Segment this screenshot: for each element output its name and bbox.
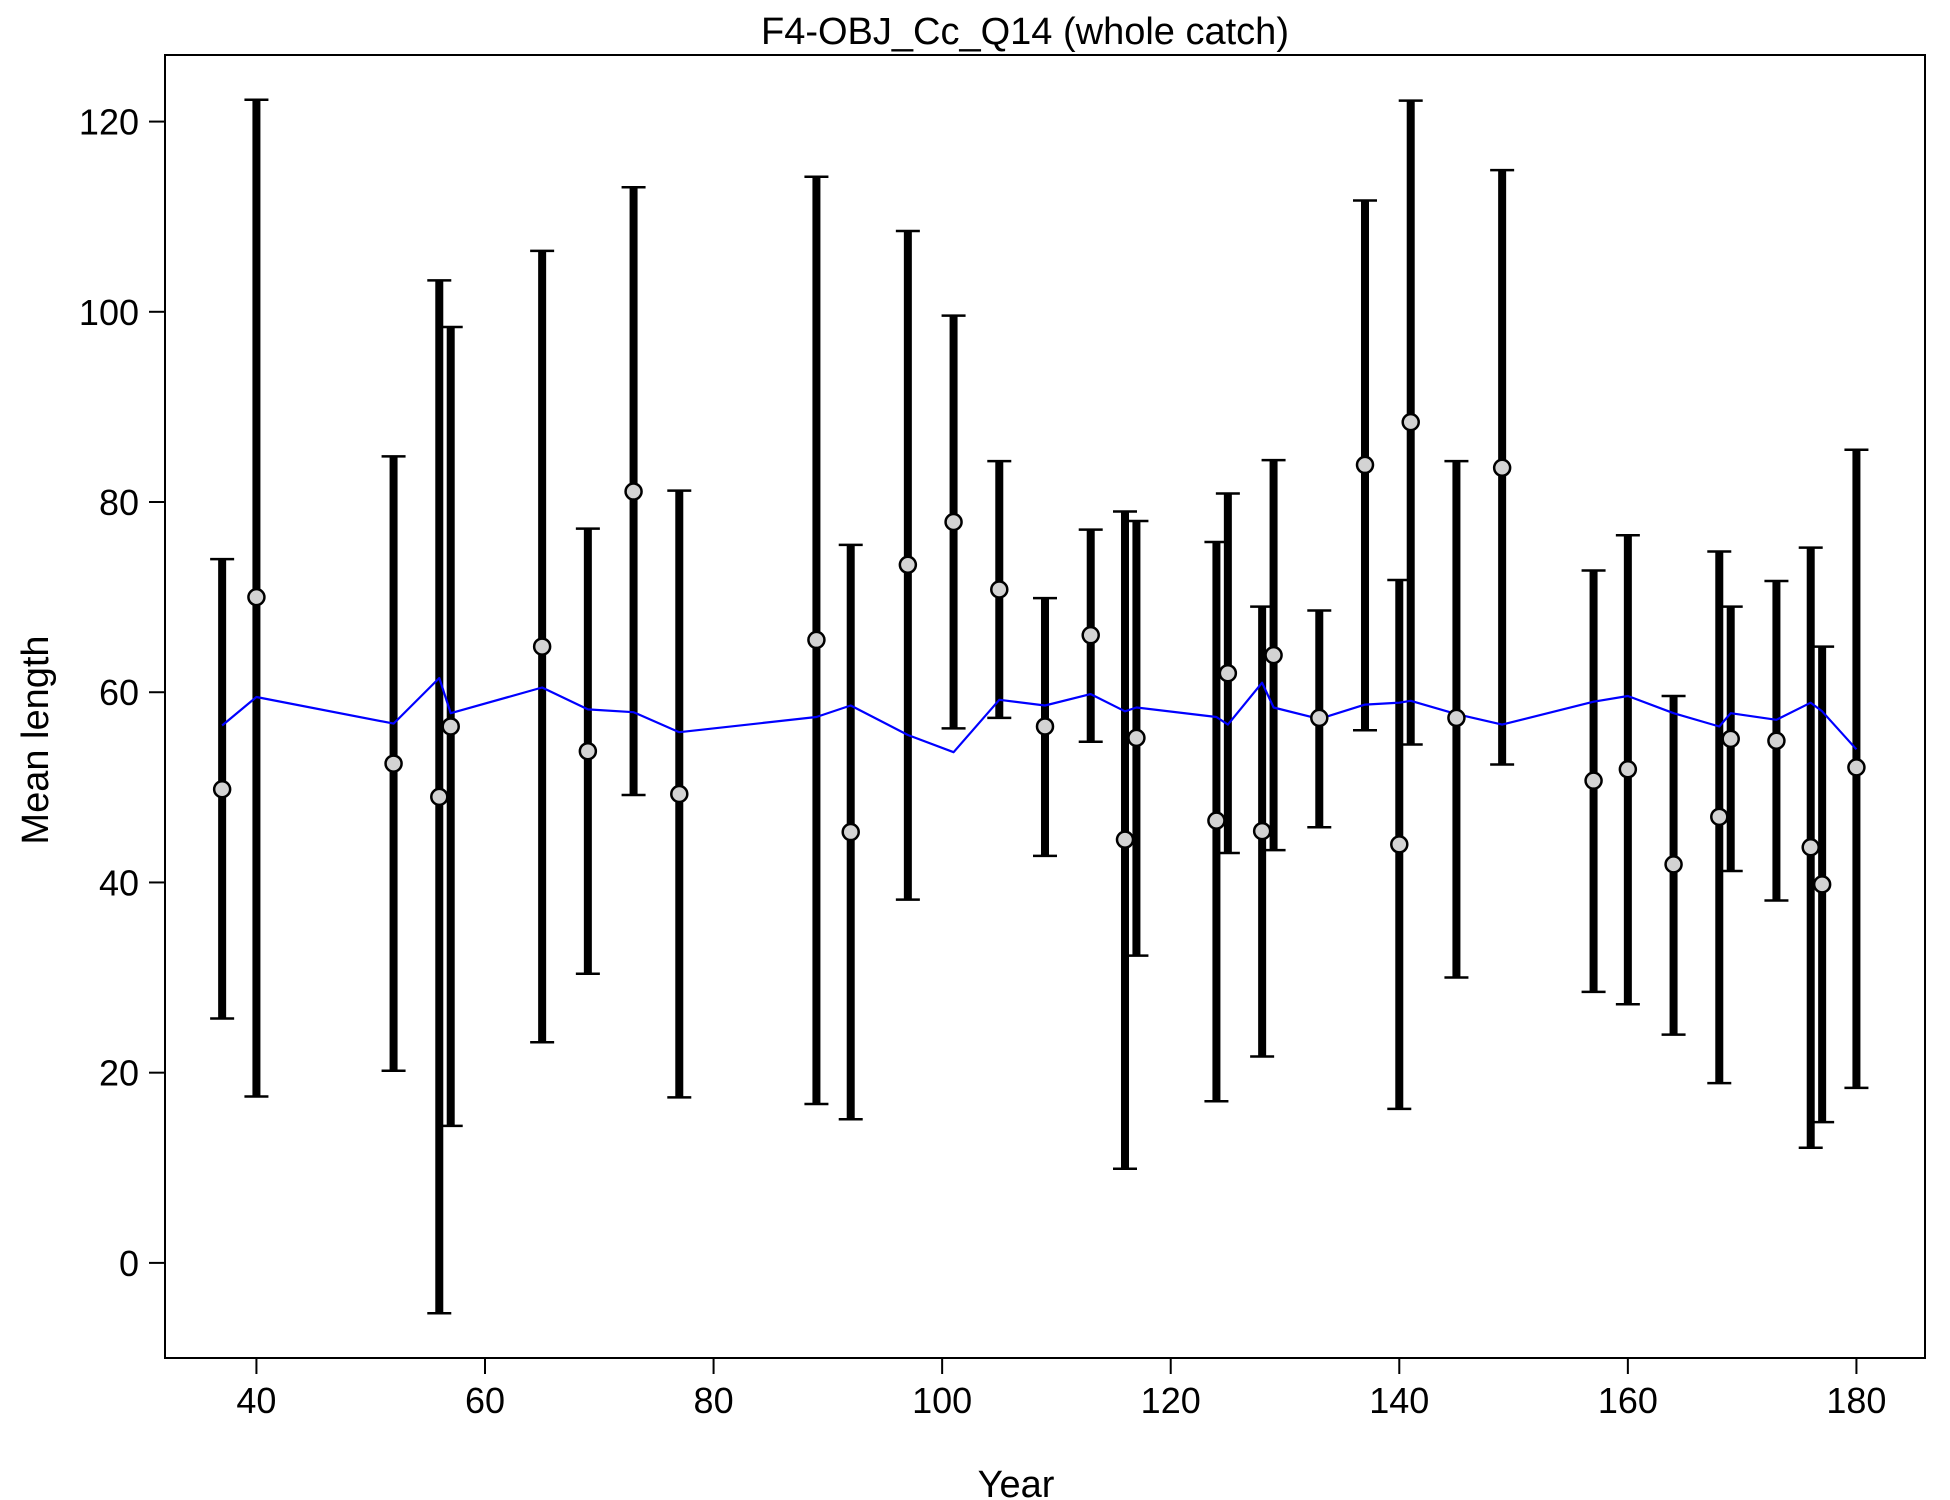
y-tick-label: 0: [119, 1243, 139, 1284]
y-tick-label: 40: [99, 862, 139, 903]
observed-point: [1721, 729, 1740, 749]
x-tick-label: 40: [236, 1380, 276, 1421]
observed-point: [430, 787, 449, 807]
observed-point: [1252, 821, 1272, 841]
y-tick-label: 60: [99, 672, 139, 713]
observed-point: [1618, 760, 1638, 779]
observed-point: [1584, 771, 1603, 790]
observed-point: [1801, 838, 1820, 857]
observed-point: [1401, 412, 1420, 432]
x-tick-label: 180: [1826, 1380, 1886, 1421]
x-tick-label: 100: [912, 1380, 972, 1421]
observed-point: [384, 754, 403, 773]
observed-point: [1115, 830, 1135, 849]
observed-point: [898, 555, 918, 575]
x-tick-label: 140: [1369, 1380, 1429, 1421]
observed-point: [578, 741, 598, 761]
x-tick-label: 80: [694, 1380, 734, 1421]
observed-point: [1218, 663, 1238, 683]
observed-point: [944, 512, 963, 532]
observed-point: [624, 482, 643, 501]
chart-title: F4-OBJ_Cc_Q14 (whole catch): [761, 11, 1289, 53]
observed-point: [1264, 645, 1283, 665]
observed-point: [1310, 708, 1329, 728]
observed-point: [1355, 455, 1375, 475]
observed-point: [212, 779, 232, 799]
y-tick-label: 80: [99, 482, 139, 523]
y-tick-label: 100: [79, 292, 139, 333]
observed-point: [441, 717, 460, 736]
observed-point: [1767, 731, 1786, 750]
observed-point: [1207, 811, 1226, 830]
observed-points-layer: [212, 412, 1866, 894]
axes-layer: 40 60 80 100 120 140 160 180 0 20 40 60 80 100 120: [79, 102, 1887, 1421]
observed-point: [247, 587, 266, 607]
observed-point: [1664, 855, 1683, 874]
observed-point: [1081, 625, 1100, 645]
expected-mean-line: [221, 676, 1858, 754]
observed-point: [1847, 758, 1866, 777]
expected-line-layer: [221, 676, 1858, 754]
x-axis-title: Year: [978, 1464, 1055, 1500]
observed-point: [1492, 458, 1512, 478]
observed-point: [807, 630, 826, 650]
x-tick-label: 60: [465, 1380, 505, 1421]
x-tick-label: 160: [1598, 1380, 1658, 1421]
observed-point: [670, 784, 689, 804]
observed-point: [1710, 807, 1729, 827]
observed-point: [1812, 875, 1832, 894]
observed-point: [841, 822, 860, 842]
plot-border: [164, 54, 1926, 1359]
observed-point: [532, 637, 552, 656]
plot-frame-layer: [164, 54, 1926, 1359]
observed-point: [1447, 708, 1466, 728]
observed-point: [990, 580, 1009, 599]
y-tick-label: 120: [79, 102, 139, 143]
observed-point: [1390, 835, 1409, 854]
confidence-intervals-layer: [210, 98, 1869, 1315]
observed-point: [1127, 728, 1146, 748]
y-tick-label: 20: [99, 1053, 139, 1094]
y-axis-title: Mean length: [15, 635, 57, 844]
x-tick-label: 120: [1141, 1380, 1201, 1421]
observed-point: [1035, 717, 1055, 736]
